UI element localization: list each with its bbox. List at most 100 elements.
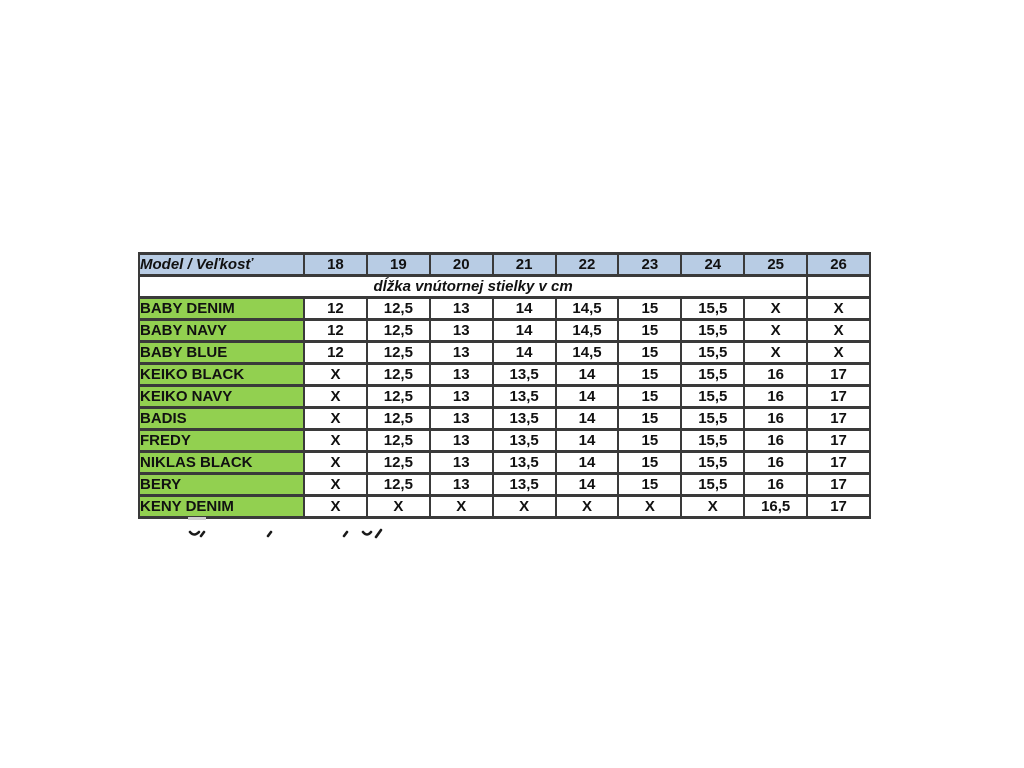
size-header-25: 25 (743, 252, 809, 277)
size-header-22: 22 (554, 252, 620, 277)
size-value-cell: 13 (428, 450, 494, 475)
size-value-cell: 12,5 (365, 362, 431, 387)
size-value-cell: 14 (491, 296, 557, 321)
size-value-cell: 14 (554, 428, 620, 453)
size-value-cell: 14 (554, 384, 620, 409)
size-value-cell: 13 (428, 340, 494, 365)
size-value-cell: 12 (303, 340, 368, 365)
size-value-cell: 13 (428, 406, 494, 431)
size-value-cell: 15 (617, 296, 683, 321)
table-row: BABY BLUE 12 12,5 13 14 14,5 15 15,5 X X (138, 340, 872, 365)
table-row: NIKLAS BLACK X 12,5 13 13,5 14 15 15,5 16 17 (138, 450, 872, 475)
size-value-cell: X (491, 494, 557, 519)
size-value-cell: 13 (428, 362, 494, 387)
size-value-cell: X (365, 494, 431, 519)
size-value-cell: 13,5 (491, 406, 557, 431)
model-cell: BERY (138, 472, 305, 497)
size-header-19: 19 (365, 252, 431, 277)
size-value-cell: 14 (554, 362, 620, 387)
size-value-cell: 12,5 (365, 296, 431, 321)
size-value-cell: 17 (806, 362, 872, 387)
size-header-21: 21 (491, 252, 557, 277)
size-header-18: 18 (303, 252, 368, 277)
size-value-cell: 15 (617, 450, 683, 475)
size-value-cell: 12 (303, 296, 368, 321)
size-value-cell: X (743, 296, 809, 321)
size-header-24: 24 (680, 252, 746, 277)
model-cell: NIKLAS BLACK (138, 450, 305, 475)
subtitle-empty-cell (806, 274, 872, 299)
size-value-cell: 17 (806, 428, 872, 453)
size-value-cell: X (428, 494, 494, 519)
table-row: BADIS X 12,5 13 13,5 14 15 15,5 16 17 (138, 406, 872, 431)
table-row: BERY X 12,5 13 13,5 14 15 15,5 16 17 (138, 472, 872, 497)
size-value-cell: X (806, 340, 872, 365)
size-value-cell: 15,5 (680, 362, 746, 387)
size-value-cell: 15,5 (680, 472, 746, 497)
size-value-cell: X (303, 384, 368, 409)
table-row: KENY DENIM X X X X X X X 16,5 17 (138, 494, 872, 519)
size-value-cell: 14,5 (554, 318, 620, 343)
size-value-cell: 13,5 (491, 472, 557, 497)
size-value-cell: 12,5 (365, 406, 431, 431)
size-value-cell: 16 (743, 384, 809, 409)
size-value-cell: 15,5 (680, 450, 746, 475)
cropped-text-artifact (188, 517, 383, 539)
size-value-cell: 13,5 (491, 384, 557, 409)
table-row: KEIKO NAVY X 12,5 13 13,5 14 15 15,5 16 17 (138, 384, 872, 409)
size-value-cell: 16,5 (743, 494, 809, 519)
size-value-cell: 13 (428, 472, 494, 497)
size-value-cell: X (303, 362, 368, 387)
size-value-cell: 17 (806, 494, 872, 519)
size-value-cell: 13 (428, 318, 494, 343)
size-value-cell: 12,5 (365, 450, 431, 475)
table-row: KEIKO BLACK X 12,5 13 13,5 14 15 15,5 16 17 (138, 362, 872, 387)
size-value-cell: 14,5 (554, 340, 620, 365)
size-value-cell: 13,5 (491, 362, 557, 387)
subtitle-row: dĺžka vnútornej stielky v cm (137, 274, 872, 299)
size-value-cell: 12 (303, 318, 368, 343)
size-value-cell: 15,5 (680, 384, 746, 409)
size-value-cell: 15 (617, 384, 683, 409)
size-value-cell: 16 (743, 362, 809, 387)
header-row: Model / Veľkosť 18 19 20 21 22 23 24 25 26 (138, 252, 872, 277)
model-size-header: Model / Veľkosť (138, 252, 305, 277)
size-value-cell: 15,5 (680, 340, 746, 365)
model-cell: BABY NAVY (138, 318, 305, 343)
size-value-cell: X (303, 472, 368, 497)
size-value-cell: X (554, 494, 620, 519)
size-value-cell: X (303, 494, 368, 519)
size-value-cell: 13,5 (491, 450, 557, 475)
size-value-cell: 16 (743, 406, 809, 431)
size-value-cell: 14,5 (554, 296, 620, 321)
model-cell: BADIS (138, 406, 305, 431)
size-value-cell: 17 (806, 406, 872, 431)
size-value-cell: X (303, 406, 368, 431)
size-value-cell: 13,5 (491, 428, 557, 453)
size-value-cell: 15,5 (680, 428, 746, 453)
size-value-cell: 14 (554, 450, 620, 475)
size-value-cell: 15 (617, 318, 683, 343)
size-value-cell: X (680, 494, 746, 519)
size-value-cell: 14 (554, 472, 620, 497)
size-value-cell: X (743, 340, 809, 365)
table-row: BABY NAVY 12 12,5 13 14 14,5 15 15,5 X X (138, 318, 872, 343)
size-value-cell: 16 (743, 450, 809, 475)
size-header-23: 23 (617, 252, 683, 277)
size-value-cell: 17 (806, 384, 872, 409)
size-value-cell: 15,5 (680, 406, 746, 431)
model-cell: BABY DENIM (138, 296, 305, 321)
model-cell: KEIKO BLACK (138, 362, 305, 387)
size-value-cell: 14 (554, 406, 620, 431)
size-value-cell: 17 (806, 472, 872, 497)
size-header-20: 20 (428, 252, 494, 277)
size-value-cell: 12,5 (365, 340, 431, 365)
size-value-cell: 16 (743, 428, 809, 453)
size-value-cell: 13 (428, 296, 494, 321)
size-value-cell: X (303, 450, 368, 475)
size-value-cell: X (806, 296, 872, 321)
size-value-cell: 14 (491, 340, 557, 365)
table-row: BABY DENIM 12 12,5 13 14 14,5 15 15,5 X X (138, 296, 872, 321)
size-value-cell: 12,5 (365, 384, 431, 409)
